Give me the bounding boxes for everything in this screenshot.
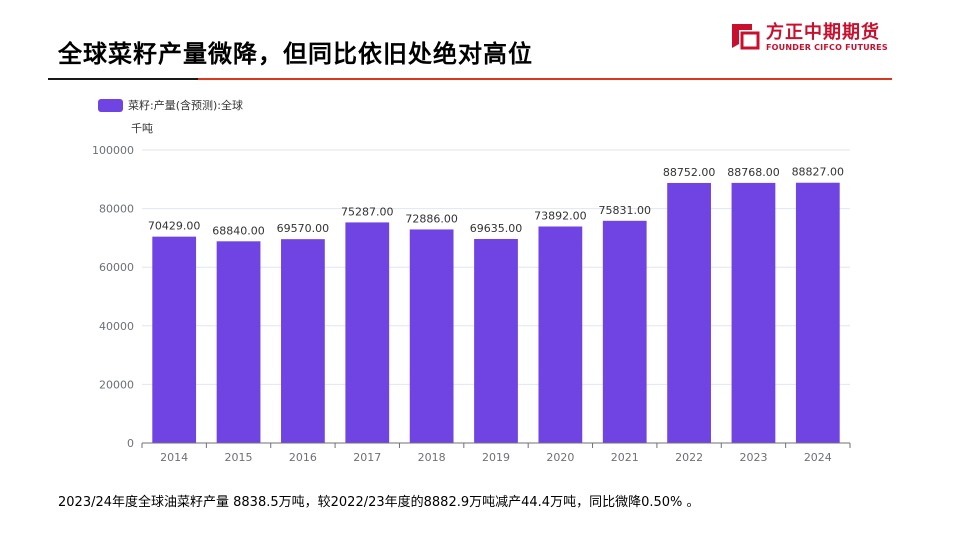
x-tick-label: 2023 (739, 451, 767, 464)
brand-logo: 方正中期期货 FOUNDER CIFCO FUTURES (730, 18, 892, 58)
logo-name-cn: 方正中期期货 (766, 22, 880, 43)
x-tick-label: 2016 (289, 451, 317, 464)
bar (152, 236, 197, 443)
bar (602, 220, 647, 443)
founder-logo-icon (732, 24, 760, 50)
data-label: 75831.00 (598, 204, 651, 217)
y-tick-label: 60000 (99, 261, 134, 274)
y-tick-label: 100000 (92, 144, 134, 157)
bar (345, 222, 390, 443)
data-label: 88768.00 (727, 166, 780, 179)
bar (216, 241, 261, 443)
page-title: 全球菜籽产量微降，但同比依旧处绝对高位 (58, 39, 533, 68)
data-label: 70429.00 (148, 220, 201, 233)
bar (281, 239, 325, 443)
bar (731, 182, 776, 443)
footnote-text: 2023/24年度全球油菜籽产量 8838.5万吨，较2022/23年度的888… (58, 495, 700, 510)
x-tick-label: 2018 (418, 451, 446, 464)
x-tick-label: 2024 (804, 451, 832, 464)
data-label: 73892.00 (534, 209, 587, 222)
x-tick-label: 2017 (353, 451, 381, 464)
y-axis-unit: 千吨 (131, 122, 153, 135)
bar (474, 238, 518, 443)
data-label: 88827.00 (792, 166, 845, 179)
y-tick-label: 0 (127, 437, 134, 450)
data-label: 68840.00 (212, 224, 265, 237)
bar (795, 182, 840, 444)
bar (538, 226, 583, 443)
x-tick-label: 2015 (225, 451, 253, 464)
title-divider-red (198, 78, 892, 80)
axes: 0 20000 40000 60000 80000 100000 2014 2015 2016 2… (92, 144, 851, 464)
y-tick-label: 40000 (99, 320, 134, 333)
logo-name-en: FOUNDER CIFCO FUTURES (766, 43, 888, 52)
x-tick-label: 2014 (160, 451, 188, 464)
y-tick-label: 20000 (99, 378, 134, 391)
x-tick-label: 2020 (546, 451, 574, 464)
bar (667, 182, 711, 443)
data-label: 72886.00 (405, 212, 458, 225)
y-tick-label: 80000 (99, 203, 134, 216)
bar-chart: 70429.00 68840.00 69570.00 75287.00 72886.00… (92, 98, 851, 464)
legend-label: 菜籽:产量(含预测):全球 (128, 98, 243, 112)
x-tick-label: 2019 (482, 451, 510, 464)
bar (409, 229, 454, 443)
data-label: 69570.00 (277, 222, 330, 235)
data-label: 88752.00 (663, 166, 716, 179)
x-tick-label: 2022 (675, 451, 703, 464)
data-label: 69635.00 (470, 222, 523, 235)
bar-series: 70429.00 68840.00 69570.00 75287.00 72886.00… (148, 166, 845, 444)
title-divider-dark (48, 78, 198, 80)
data-label: 75287.00 (341, 205, 394, 218)
legend-swatch (98, 99, 123, 112)
x-tick-label: 2021 (611, 451, 639, 464)
